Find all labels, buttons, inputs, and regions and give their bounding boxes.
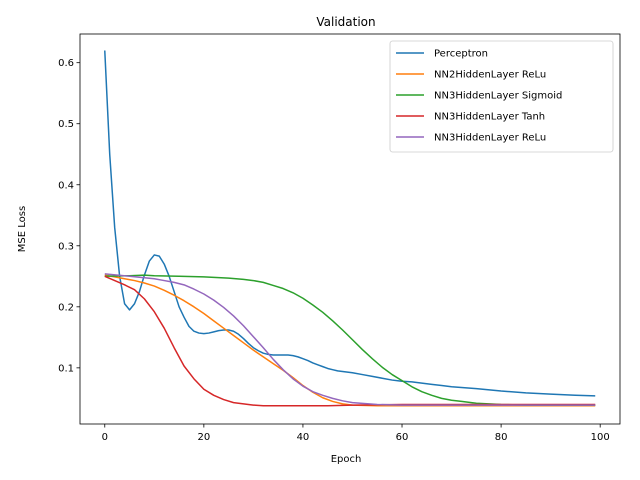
series-line-5 [104,273,596,406]
plot-frame [79,33,621,425]
x-tick-label: 0 [102,432,108,443]
series-line-3 [104,274,596,406]
series-line-2 [104,274,596,407]
legend: Perceptron NN2HiddenLayer ReLu NN3HiddenLa… [389,40,614,153]
chart-title: Validation [316,15,375,29]
legend-label: NN3HiddenLayer Tanh [434,112,545,123]
x-tick-label: 80 [495,432,508,443]
x-axis: 0 20 40 60 80 100 [102,424,610,443]
series-layer [104,50,596,407]
legend-label: NN2HiddenLayer ReLu [434,70,546,81]
plot-area [79,33,621,425]
y-axis: 0.1 0.2 0.3 0.4 0.5 0.6 [58,58,80,374]
y-tick-label: 0.3 [58,241,74,252]
legend-box [389,40,614,153]
y-tick-label: 0.5 [58,119,74,130]
legend-label: Perceptron [434,49,488,60]
legend-label: NN3HiddenLayer Sigmoid [434,91,562,102]
y-tick-label: 0.6 [58,58,74,69]
x-tick-label: 40 [297,432,310,443]
x-tick-label: 100 [591,432,610,443]
y-axis-label: MSE Loss [17,206,28,252]
x-tick-label: 60 [396,432,409,443]
x-axis-label: Epoch [331,454,362,465]
x-tick-label: 20 [197,432,210,443]
legend-label: NN3HiddenLayer ReLu [434,133,546,144]
y-tick-label: 0.4 [58,180,74,191]
y-tick-label: 0.1 [58,363,74,374]
y-tick-label: 0.2 [58,302,74,313]
